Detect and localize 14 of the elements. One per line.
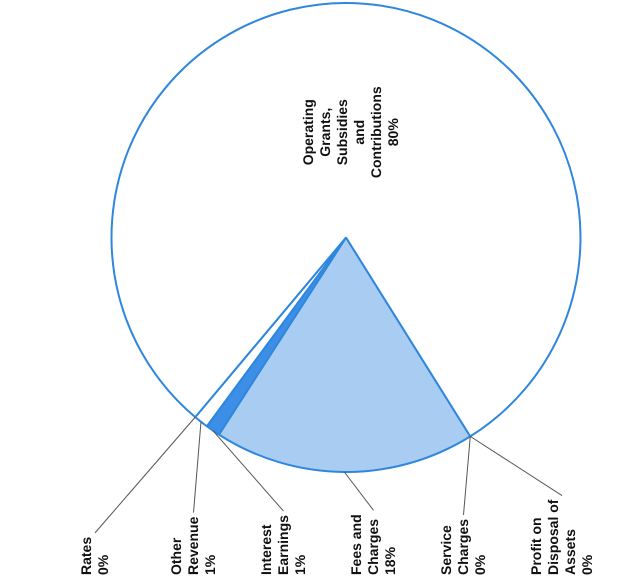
data-label: 18% <box>382 546 398 575</box>
text: 0% <box>578 554 595 575</box>
data-label: 1% <box>292 554 308 575</box>
data-label: 1% <box>202 554 218 575</box>
category-label: Rates <box>78 536 94 575</box>
text: 0% <box>94 554 111 575</box>
slice-label: Operating Grants, Subsidies and Contributions <box>300 86 384 178</box>
slice-label: Fees and Charges <box>348 514 381 575</box>
data-label: 80% <box>385 118 402 146</box>
slice-label: Interest Earnings <box>258 514 291 575</box>
category-label: Service Charges <box>438 518 471 575</box>
category-label: Profit on Disposal of Assets <box>528 500 578 575</box>
text: 0% <box>472 554 488 575</box>
slice-label: Other Revenue <box>168 516 201 575</box>
